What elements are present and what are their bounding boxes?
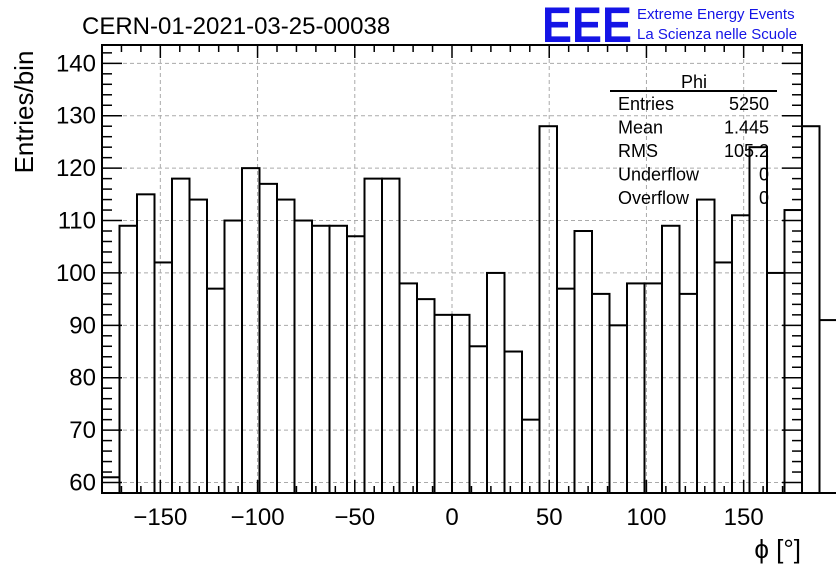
y-tick-label: 100 bbox=[56, 260, 96, 287]
histogram-bin bbox=[101, 476, 121, 494]
histogram-bin bbox=[608, 324, 628, 494]
stats-value: 105.2 bbox=[724, 141, 769, 161]
histogram-bin bbox=[171, 177, 191, 494]
y-tick-label: 60 bbox=[69, 470, 96, 497]
histogram-bin bbox=[818, 319, 836, 494]
histogram-bin bbox=[678, 292, 698, 494]
histogram-bin bbox=[241, 167, 261, 495]
histogram-bin bbox=[258, 182, 278, 495]
histogram-bin bbox=[451, 313, 471, 495]
histogram-bin bbox=[416, 298, 436, 494]
stats-title: Phi bbox=[681, 72, 707, 92]
histogram-bin bbox=[118, 224, 138, 494]
stats-label: RMS bbox=[618, 141, 658, 161]
y-tick-label: 90 bbox=[69, 312, 96, 339]
histogram-bin bbox=[136, 193, 156, 494]
histogram-bin bbox=[346, 235, 366, 494]
y-tick-label: 130 bbox=[56, 103, 96, 130]
histogram-bin bbox=[556, 287, 576, 494]
histogram-bin bbox=[188, 198, 208, 495]
histogram-bin bbox=[521, 418, 541, 495]
histogram-bin bbox=[311, 224, 331, 494]
histogram-bin bbox=[328, 224, 348, 494]
tick-labels: −150 −100 −50 0 50 100 150 60 70 80 90 100 110 120 130… bbox=[56, 50, 764, 531]
y-axis-label: Entries/bin bbox=[9, 51, 39, 174]
histogram-bin bbox=[223, 219, 243, 494]
histogram-bin bbox=[766, 271, 786, 494]
stats-value: 5250 bbox=[729, 94, 769, 114]
chart-title: CERN-01-2021-03-25-00038 bbox=[82, 13, 390, 40]
histogram-bin bbox=[643, 282, 663, 494]
x-tick-label: −100 bbox=[231, 504, 285, 531]
x-tick-label: 150 bbox=[724, 504, 764, 531]
histogram-bin bbox=[591, 292, 611, 494]
x-tick-label: 100 bbox=[626, 504, 666, 531]
histogram-bin bbox=[381, 177, 401, 494]
y-tick-label: 120 bbox=[56, 155, 96, 182]
histogram-bin bbox=[713, 261, 733, 494]
histogram-bin bbox=[206, 287, 226, 494]
x-axis-label: ϕ [°] bbox=[754, 534, 801, 564]
x-tick-label: 50 bbox=[536, 504, 563, 531]
stats-value: 0 bbox=[759, 188, 769, 208]
histogram-bin bbox=[626, 282, 646, 494]
stats-label: Mean bbox=[618, 118, 663, 138]
axes bbox=[101, 44, 803, 494]
histogram-bin bbox=[153, 261, 173, 494]
y-tick-label: 110 bbox=[58, 208, 96, 235]
x-tick-label: −150 bbox=[133, 504, 187, 531]
histogram-bin bbox=[363, 177, 383, 494]
y-tick-label: 140 bbox=[56, 50, 96, 77]
x-tick-label: −50 bbox=[334, 504, 375, 531]
project-name: Extreme Energy Events bbox=[637, 6, 795, 23]
histogram-bin bbox=[503, 350, 523, 494]
stats-box: Phi Entries 5250 Mean 1.445 RMS 105.2 Underflo… bbox=[610, 72, 777, 208]
histogram-bin bbox=[538, 125, 558, 495]
y-tick-label: 80 bbox=[69, 365, 96, 392]
stats-label: Entries bbox=[618, 94, 674, 114]
stats-value: 0 bbox=[759, 165, 769, 185]
project-subtitle: La Scienza nelle Scuole bbox=[637, 26, 797, 43]
histogram-bin bbox=[293, 219, 313, 494]
stats-value: 1.445 bbox=[724, 118, 769, 138]
histogram-bin bbox=[486, 271, 506, 494]
y-tick-label: 70 bbox=[69, 417, 96, 444]
histogram-bin bbox=[573, 230, 593, 495]
histogram-bin bbox=[398, 282, 418, 494]
stats-label: Overflow bbox=[618, 188, 690, 208]
histogram-bin bbox=[468, 345, 488, 495]
histogram-bin bbox=[661, 224, 681, 494]
x-tick-label: 0 bbox=[445, 504, 458, 531]
histogram-bin bbox=[731, 214, 751, 495]
stats-label: Underflow bbox=[618, 165, 700, 185]
histogram-bin bbox=[801, 125, 821, 495]
histogram-bin bbox=[276, 198, 296, 495]
histogram-bin bbox=[433, 313, 453, 495]
histogram-bin bbox=[696, 198, 716, 495]
